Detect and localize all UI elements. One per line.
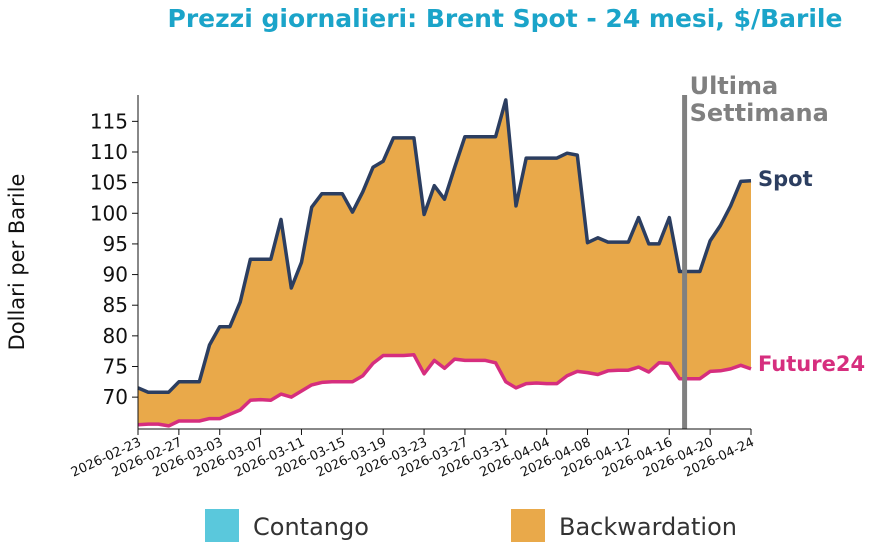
y-axis-label: Dollari per Barile xyxy=(5,174,29,351)
y-tick-label: 100 xyxy=(90,201,128,225)
y-tick-label: 75 xyxy=(103,354,128,378)
spot-line xyxy=(137,98,752,394)
backwardation-fill xyxy=(138,99,751,426)
y-tick-label: 70 xyxy=(103,385,128,409)
chart-title: Prezzi giornalieri: Brent Spot - 24 mesi… xyxy=(168,4,843,33)
future24-line xyxy=(137,353,752,428)
legend-label-backwardation: Backwardation xyxy=(559,513,737,541)
ultima-settimana-label: Ultima xyxy=(690,72,779,100)
legend-swatch-contango xyxy=(205,509,239,542)
y-tick-label: 115 xyxy=(90,109,128,133)
y-tick-label: 90 xyxy=(103,263,128,287)
spot-series-label: Spot xyxy=(758,167,813,191)
y-tick-label: 110 xyxy=(90,140,128,164)
legend: Contango Backwardation xyxy=(205,509,737,542)
y-axis: 70 75 80 85 90 95 100 105 110 115 xyxy=(90,95,139,429)
future24-series-label: Future24 xyxy=(758,352,865,376)
legend-swatch-backwardation xyxy=(511,509,545,542)
y-tick-label: 80 xyxy=(103,324,128,348)
plot-area: Ultima Settimana Spot Future24 xyxy=(137,72,865,429)
y-tick-label: 95 xyxy=(103,232,128,256)
ultima-settimana-label-line2: Settimana xyxy=(690,99,829,127)
y-tick-label: 85 xyxy=(103,293,128,317)
y-tick-label: 105 xyxy=(90,171,128,195)
x-axis: 2026-02-232026-02-272026-03-032026-03-07… xyxy=(69,428,757,481)
legend-label-contango: Contango xyxy=(253,513,369,541)
